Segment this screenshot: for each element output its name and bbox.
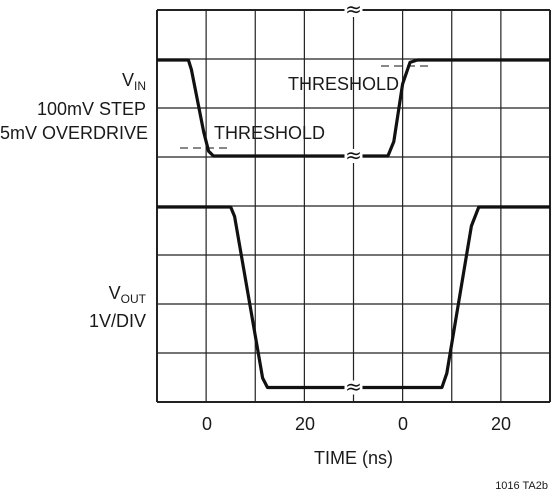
- axis-break-symbol: ≈: [345, 0, 362, 21]
- traces: [157, 58, 550, 390]
- vout-label: VOUT: [108, 283, 146, 306]
- x-axis-title: TIME (ns): [314, 448, 393, 468]
- vin-overdrive-label: 5mV OVERDRIVE: [0, 123, 149, 143]
- axis-break-mask: [344, 380, 363, 395]
- threshold-markers: [180, 65, 433, 149]
- vin-trace-right: [353, 58, 550, 158]
- figure-code: 1016 TA2b: [495, 480, 548, 492]
- vout-trace-left: [157, 205, 354, 390]
- axis-break-symbol: ≈: [345, 143, 362, 167]
- vin-step-label: 100mV STEP: [36, 99, 146, 119]
- vin-trace-left: [157, 58, 354, 158]
- x-tick-0b: 0: [397, 414, 408, 434]
- axis-breaks: ≈ ≈ ≈: [344, 0, 363, 399]
- axis-break-mask: [344, 3, 363, 17]
- x-tick-20b: 20: [490, 414, 512, 434]
- axis-break-mask: [344, 149, 363, 163]
- threshold-label-upper: THRESHOLD: [288, 74, 400, 94]
- vout-scale-label: 1V/DIV: [88, 311, 146, 331]
- axis-break-symbol: ≈: [345, 375, 362, 399]
- vin-label: VIN: [121, 70, 146, 93]
- threshold-label-lower: THRESHOLD: [214, 123, 326, 143]
- x-tick-0a: 0: [201, 414, 212, 434]
- x-tick-20a: 20: [294, 414, 316, 434]
- vout-trace-right: [353, 205, 550, 390]
